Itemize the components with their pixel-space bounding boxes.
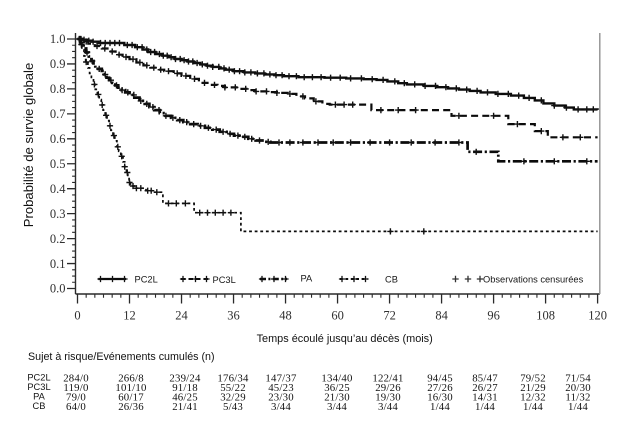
svg-text:Probabilité de survie globale: Probabilité de survie globale xyxy=(21,63,36,228)
svg-text:147/37: 147/37 xyxy=(265,373,297,385)
svg-text:46/25: 46/25 xyxy=(172,392,198,404)
svg-text:11/32: 11/32 xyxy=(565,392,590,404)
svg-text:26/27: 26/27 xyxy=(472,382,498,394)
svg-text:21/41: 21/41 xyxy=(172,401,198,413)
svg-text:20/30: 20/30 xyxy=(565,382,591,394)
svg-text:32/29: 32/29 xyxy=(220,392,246,404)
svg-text:48: 48 xyxy=(279,309,292,323)
svg-text:55/22: 55/22 xyxy=(220,382,246,394)
svg-text:60/17: 60/17 xyxy=(118,392,144,404)
svg-text:134/40: 134/40 xyxy=(321,373,352,385)
svg-text:176/34: 176/34 xyxy=(217,373,249,385)
svg-text:16/30: 16/30 xyxy=(427,392,453,404)
svg-text:29/26: 29/26 xyxy=(375,382,401,394)
svg-text:12/32: 12/32 xyxy=(520,392,546,404)
svg-text:0.4: 0.4 xyxy=(50,182,66,196)
svg-text:45/23: 45/23 xyxy=(268,382,294,394)
svg-text:0: 0 xyxy=(74,309,80,323)
svg-text:PC3L: PC3L xyxy=(213,275,236,285)
svg-text:21/29: 21/29 xyxy=(520,382,546,394)
svg-text:PA: PA xyxy=(33,391,46,401)
svg-text:79/52: 79/52 xyxy=(520,373,546,385)
svg-text:1/44: 1/44 xyxy=(475,401,495,413)
svg-text:119/0: 119/0 xyxy=(63,382,88,394)
svg-text:12: 12 xyxy=(123,309,136,323)
svg-text:0.2: 0.2 xyxy=(50,232,66,246)
svg-text:Sujet à risque/Evénements cumu: Sujet à risque/Evénements cumulés (n) xyxy=(28,351,215,363)
svg-text:PC2L: PC2L xyxy=(135,274,158,284)
svg-text:21/30: 21/30 xyxy=(324,392,350,404)
svg-text:5/43: 5/43 xyxy=(223,401,243,413)
svg-text:91/18: 91/18 xyxy=(172,382,198,394)
svg-text:71/54: 71/54 xyxy=(565,373,591,385)
svg-text:26/36: 26/36 xyxy=(118,401,144,413)
svg-text:64/0: 64/0 xyxy=(66,401,86,413)
svg-text:60: 60 xyxy=(331,309,344,323)
svg-text:19/30: 19/30 xyxy=(375,392,401,404)
svg-text:14/31: 14/31 xyxy=(472,392,498,404)
svg-text:84: 84 xyxy=(435,309,448,323)
svg-text:36: 36 xyxy=(227,309,240,323)
svg-text:23/30: 23/30 xyxy=(268,392,294,404)
svg-text:0.3: 0.3 xyxy=(50,207,66,221)
svg-text:0.5: 0.5 xyxy=(50,157,66,171)
svg-text:24: 24 xyxy=(175,309,188,323)
svg-text:85/47: 85/47 xyxy=(472,373,498,385)
svg-text:120: 120 xyxy=(588,309,607,323)
svg-text:3/44: 3/44 xyxy=(271,401,291,413)
svg-text:96: 96 xyxy=(487,309,500,323)
svg-text:0.7: 0.7 xyxy=(50,107,66,121)
svg-text:239/24: 239/24 xyxy=(169,373,201,385)
svg-text:79/0: 79/0 xyxy=(66,392,86,404)
svg-text:1.0: 1.0 xyxy=(50,32,66,46)
svg-text:108: 108 xyxy=(536,309,555,323)
svg-text:101/10: 101/10 xyxy=(115,382,146,394)
svg-text:0.8: 0.8 xyxy=(50,82,66,96)
svg-text:CB: CB xyxy=(385,275,398,285)
svg-text:1/44: 1/44 xyxy=(523,401,543,413)
svg-text:36/25: 36/25 xyxy=(324,382,350,394)
svg-text:Observations censurées: Observations censurées xyxy=(483,275,584,285)
svg-text:0.6: 0.6 xyxy=(50,132,66,146)
svg-text:1/44: 1/44 xyxy=(568,401,588,413)
svg-text:0.9: 0.9 xyxy=(50,57,66,71)
svg-text:3/44: 3/44 xyxy=(378,401,398,413)
svg-text:CB: CB xyxy=(33,401,46,411)
svg-text:PC2L: PC2L xyxy=(27,372,50,382)
svg-text:122/41: 122/41 xyxy=(372,373,403,385)
svg-text:Temps écoulé jusqu’au décès (m: Temps écoulé jusqu’au décès (mois) xyxy=(257,333,433,345)
svg-text:266/8: 266/8 xyxy=(118,373,144,385)
svg-text:PA: PA xyxy=(301,274,314,284)
svg-text:94/45: 94/45 xyxy=(427,373,453,385)
svg-text:3/44: 3/44 xyxy=(327,401,347,413)
svg-text:1/44: 1/44 xyxy=(430,401,450,413)
svg-text:27/26: 27/26 xyxy=(427,382,453,394)
svg-text:PC3L: PC3L xyxy=(27,382,50,392)
svg-text:284/0: 284/0 xyxy=(63,373,89,385)
svg-text:0.0: 0.0 xyxy=(50,282,66,296)
svg-text:0.1: 0.1 xyxy=(50,257,66,271)
svg-text:72: 72 xyxy=(383,309,396,323)
